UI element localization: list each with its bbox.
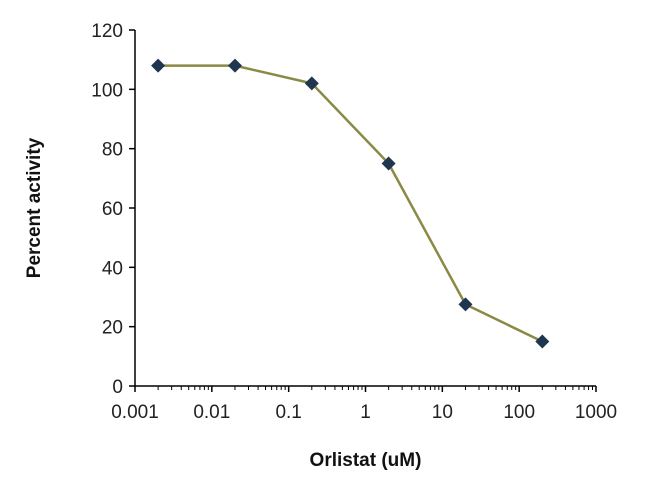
y-tick-label: 20 — [102, 318, 123, 339]
x-tick-label: 10 — [432, 402, 453, 423]
x-tick-label: 0.1 — [275, 402, 301, 423]
series-layer — [151, 58, 550, 349]
data-point-marker — [535, 334, 550, 349]
y-tick-label: 60 — [102, 199, 123, 220]
y-tick-label: 120 — [91, 21, 123, 42]
data-point-marker — [381, 156, 396, 171]
y-tick-label: 0 — [112, 377, 123, 398]
x-axis-label: Orlistat (uM) — [310, 450, 422, 471]
y-axis-label: Percent activity — [24, 137, 45, 278]
data-point-marker — [228, 58, 242, 73]
y-tick-label: 40 — [102, 258, 123, 279]
x-tick-label: 1000 — [575, 402, 617, 423]
y-tick-label: 100 — [91, 80, 123, 101]
x-axis-ticks: 0.001 0.01 0.1 1 10 100 1000 — [111, 386, 617, 423]
series-line — [158, 64, 543, 343]
x-tick-label: 1 — [360, 402, 371, 423]
y-axis-ticks: 0 20 40 60 80 100 120 — [91, 21, 135, 398]
data-point-marker — [458, 297, 473, 312]
data-point-marker — [304, 76, 319, 91]
y-tick-label: 80 — [102, 140, 123, 161]
x-tick-label: 0.001 — [111, 402, 159, 423]
x-tick-label: 0.01 — [193, 402, 230, 423]
x-tick-label: 100 — [503, 402, 535, 423]
data-point-marker — [151, 58, 166, 73]
